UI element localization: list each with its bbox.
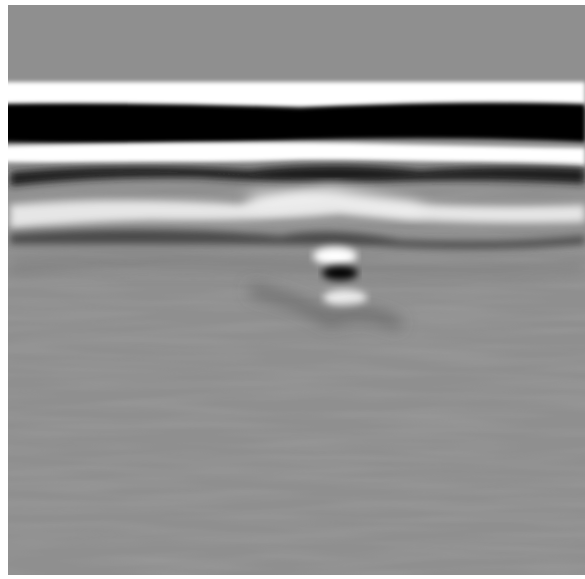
image (0, 5, 585, 575)
target (313, 247, 357, 265)
target (322, 266, 358, 280)
target (323, 290, 367, 306)
radargram (0, 0, 585, 579)
band (0, 103, 585, 144)
page (0, 0, 585, 579)
